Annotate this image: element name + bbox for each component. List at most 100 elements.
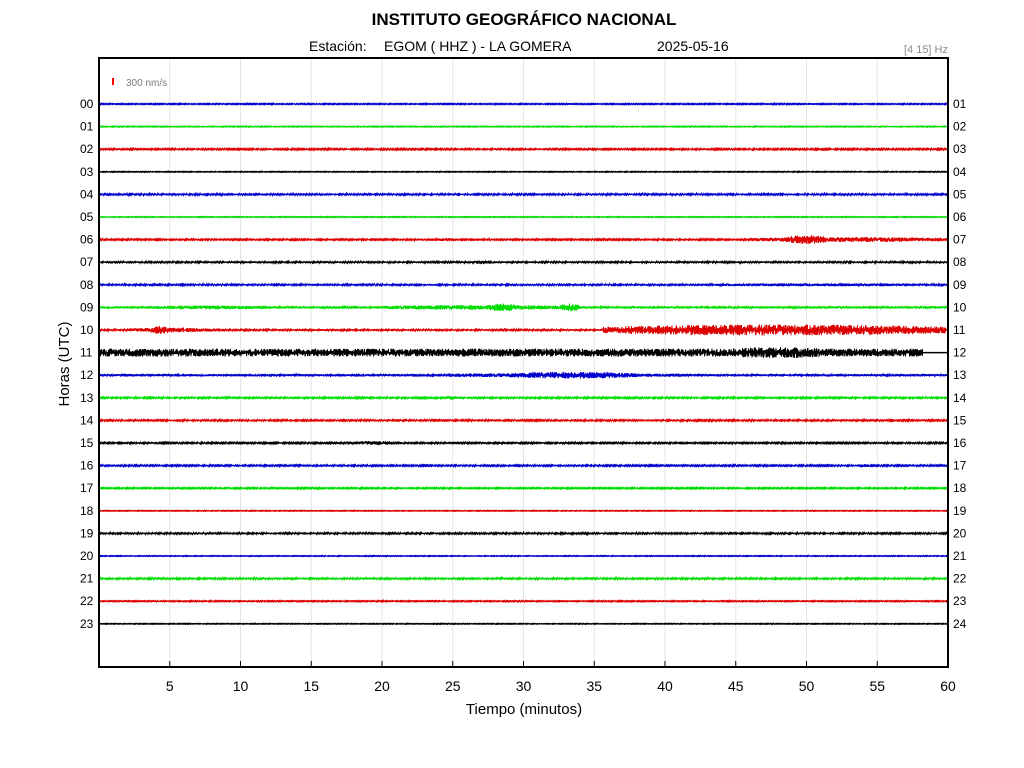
hour-label-left: 19: [80, 526, 94, 540]
hour-label-left: 12: [80, 368, 94, 382]
x-tick-label: 15: [303, 678, 319, 694]
hour-label-right: 21: [953, 549, 967, 563]
hour-label-left: 00: [80, 97, 94, 111]
trace-hour-09: [98, 303, 949, 312]
x-axis-label: Tiempo (minutos): [466, 701, 582, 718]
x-tick-label: 35: [586, 678, 602, 694]
hour-label-right: 06: [953, 210, 967, 224]
plot-frame: [98, 57, 949, 668]
trace-hour-16: [98, 463, 949, 469]
x-tick-label: 50: [799, 678, 815, 694]
hour-label-right: 03: [953, 142, 967, 156]
x-tick-label: 5: [166, 678, 174, 694]
trace-hour-11: [98, 347, 923, 358]
hour-labels-right: 01 02 03 04 05 06 07 08 09 10 11 12 13 14 15 16 17 18 19 20…: [953, 97, 967, 631]
trace-hour-12: [98, 371, 949, 379]
hour-label-right: 17: [953, 459, 967, 473]
trace-hour-18: [98, 509, 949, 513]
hour-label-right: 19: [953, 504, 967, 518]
x-tick-label: 10: [233, 678, 249, 694]
hour-label-left: 13: [80, 391, 94, 405]
hour-label-left: 04: [80, 187, 94, 201]
chart-date: 2025-05-16: [657, 38, 729, 54]
hour-label-left: 15: [80, 436, 94, 450]
hour-label-left: 01: [80, 120, 94, 134]
x-tick-label: 60: [940, 678, 956, 694]
trace-hour-21: [98, 575, 949, 582]
hour-label-right: 13: [953, 368, 967, 382]
hour-label-right: 22: [953, 572, 967, 586]
chart-title: INSTITUTO GEOGRÁFICO NACIONAL: [372, 10, 677, 29]
hour-label-left: 05: [80, 210, 94, 224]
grid-lines: [169, 58, 878, 667]
trace-hour-10: [98, 324, 949, 336]
hour-label-left: 22: [80, 594, 94, 608]
trace-hour-14: [98, 417, 949, 424]
x-tick-label: 30: [516, 678, 532, 694]
hour-label-left: 06: [80, 233, 94, 247]
hour-label-right: 07: [953, 233, 967, 247]
hour-label-right: 23: [953, 594, 967, 608]
x-tick-label: 45: [728, 678, 744, 694]
hour-label-right: 04: [953, 165, 967, 179]
trace-hour-23: [98, 622, 949, 626]
trace-hour-17: [98, 485, 949, 491]
hour-label-left: 14: [80, 413, 94, 427]
hour-label-right: 08: [953, 255, 967, 269]
hour-label-right: 24: [953, 617, 967, 631]
trace-hour-22: [98, 599, 949, 604]
hour-label-left: 03: [80, 165, 94, 179]
hour-label-left: 23: [80, 617, 94, 631]
station-name: EGOM ( HHZ ) - LA GOMERA: [384, 38, 572, 54]
hour-label-left: 10: [80, 323, 94, 337]
hour-label-left: 09: [80, 300, 94, 314]
trace-hour-02: [98, 146, 949, 152]
trace-hour-00: [98, 101, 949, 107]
hour-label-left: 02: [80, 142, 94, 156]
hour-label-left: 16: [80, 459, 94, 473]
hour-label-left: 17: [80, 481, 94, 495]
x-tick-label: 55: [869, 678, 885, 694]
trace-hour-01: [98, 124, 949, 129]
hour-label-left: 20: [80, 549, 94, 563]
trace-hour-03: [98, 170, 949, 174]
hour-label-right: 18: [953, 481, 967, 495]
scale-label: 300 nm/s: [126, 78, 167, 89]
x-tick-label: 25: [445, 678, 461, 694]
hour-label-right: 14: [953, 391, 967, 405]
hour-label-left: 07: [80, 255, 94, 269]
hour-label-right: 12: [953, 346, 967, 360]
x-tick-label: 20: [374, 678, 390, 694]
hour-label-left: 18: [80, 504, 94, 518]
y-axis-label: Horas (UTC): [56, 321, 73, 406]
hour-label-right: 02: [953, 120, 967, 134]
hour-label-left: 21: [80, 572, 94, 586]
seismic-traces: [98, 101, 949, 626]
x-tick-label: 40: [657, 678, 673, 694]
trace-hour-08: [98, 282, 949, 288]
station-prefix: Estación:: [309, 38, 367, 54]
hour-labels-left: 00 01 02 03 04 05 06 07 08 09 10 11 12 13 14 15 16 17 18 19…: [80, 97, 94, 631]
hour-label-left: 11: [80, 346, 93, 360]
trace-hour-13: [98, 395, 949, 401]
hour-label-right: 11: [953, 323, 966, 337]
trace-hour-06: [98, 235, 949, 244]
scale-bar: [112, 78, 114, 85]
frequency-band: [4 15] Hz: [904, 44, 948, 56]
hour-label-right: 15: [953, 413, 967, 427]
hour-label-right: 09: [953, 278, 967, 292]
hour-label-right: 05: [953, 187, 967, 201]
x-axis-ticks: 5 10 15 20 25 30 35 40 45 50 55 60: [166, 661, 956, 694]
trace-hour-19: [98, 530, 949, 537]
hour-label-right: 10: [953, 300, 967, 314]
hour-label-right: 01: [953, 97, 967, 111]
trace-hour-05: [98, 215, 949, 219]
hour-label-right: 16: [953, 436, 967, 450]
trace-hour-15: [98, 440, 949, 446]
hour-label-right: 20: [953, 526, 967, 540]
hour-label-left: 08: [80, 278, 94, 292]
trace-hour-07: [98, 259, 949, 265]
trace-hour-04: [98, 191, 949, 198]
trace-hour-20: [98, 554, 949, 558]
